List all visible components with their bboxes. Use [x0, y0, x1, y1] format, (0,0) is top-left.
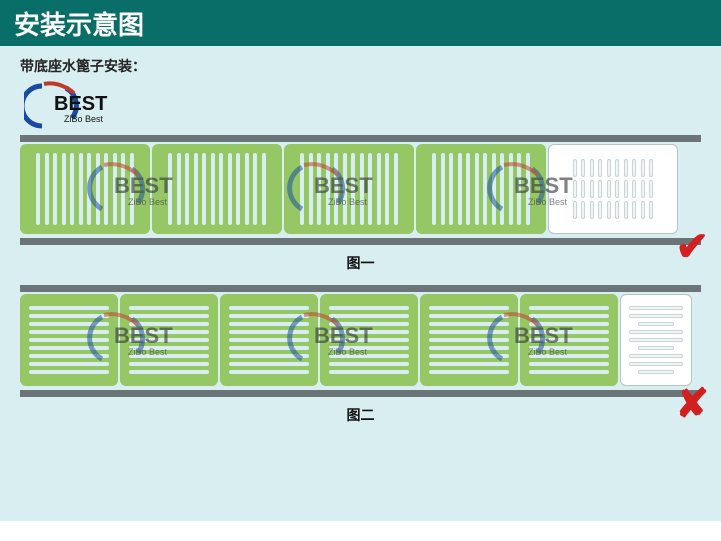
subtitle: 带底座水篦子安装： — [20, 56, 701, 76]
page: 安装示意图 带底座水篦子安装： BEST ZiBo Best BEST ZiBo… — [0, 0, 721, 541]
green-grate-horizontal — [420, 294, 518, 386]
figure-1-panel: BEST ZiBo Best BEST ZiBo Best BEST ZiBo … — [20, 135, 701, 245]
content-area: 带底座水篦子安装： BEST ZiBo Best BEST ZiBo Best … — [0, 46, 721, 521]
brand-logo: BEST ZiBo Best — [24, 78, 154, 133]
green-grate-horizontal — [520, 294, 618, 386]
caption-1: 图一 — [20, 253, 701, 273]
bottom-rail-2 — [20, 390, 701, 397]
bottom-rail-1 — [20, 238, 701, 245]
green-grate-vertical — [20, 144, 150, 234]
figure-2-panel: BEST ZiBo Best BEST ZiBo Best BEST ZiBo … — [20, 285, 701, 397]
green-grate-horizontal — [20, 294, 118, 386]
green-grate-horizontal — [320, 294, 418, 386]
check-mark-icon: ✔ — [675, 224, 709, 270]
green-grate-vertical — [284, 144, 414, 234]
logo-sub-text: ZiBo Best — [64, 114, 104, 124]
header-title: 安装示意图 — [14, 5, 144, 42]
caption-2: 图二 — [20, 405, 701, 425]
header-bar: 安装示意图 — [0, 0, 721, 46]
green-grate-horizontal — [220, 294, 318, 386]
green-grate-vertical — [416, 144, 546, 234]
grate-row-1: BEST ZiBo Best BEST ZiBo Best BEST ZiBo … — [20, 142, 701, 238]
green-grate-horizontal — [120, 294, 218, 386]
logo-brand-text: BEST — [54, 93, 107, 115]
green-grate-vertical — [152, 144, 282, 234]
top-rail-1 — [20, 135, 701, 142]
white-grate-vertical — [548, 144, 678, 234]
cross-mark-icon: ✘ — [675, 381, 709, 427]
grate-row-2: BEST ZiBo Best BEST ZiBo Best BEST ZiBo … — [20, 292, 701, 390]
white-grate-horizontal — [620, 294, 692, 386]
top-rail-2 — [20, 285, 701, 292]
